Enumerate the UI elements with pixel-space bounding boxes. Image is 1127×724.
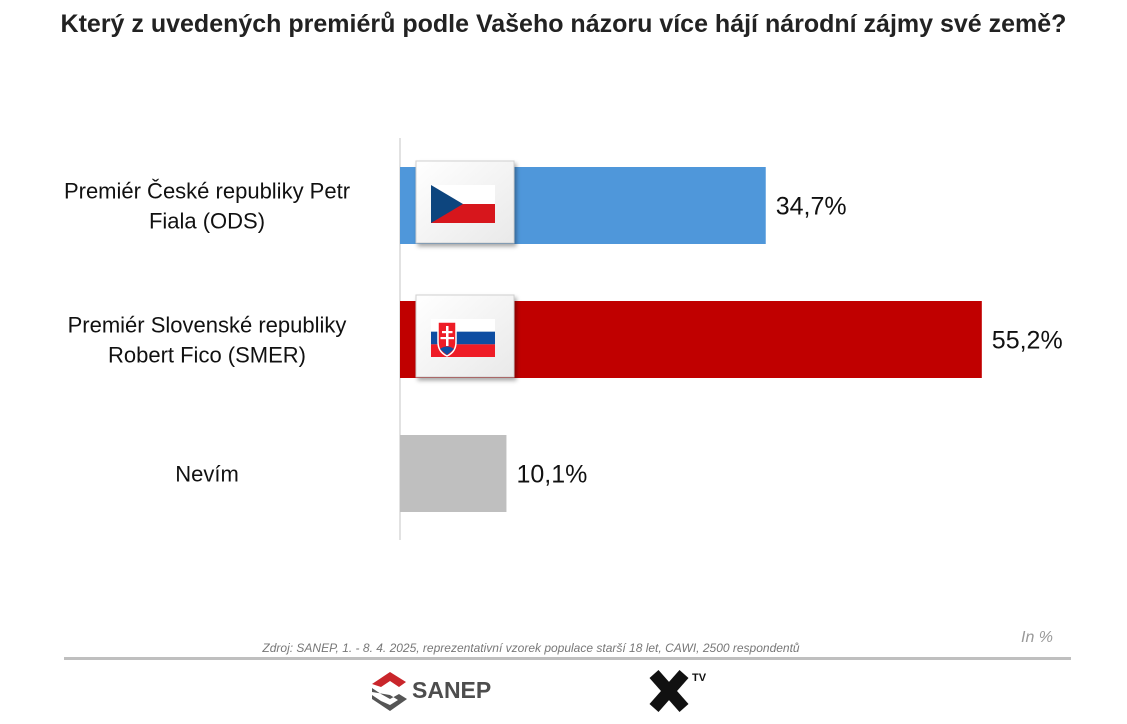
xtv-logo-superscript: TV <box>692 672 707 684</box>
slovak-flag <box>415 294 515 378</box>
sanep-logo-icon <box>372 672 407 711</box>
xtv-logo-icon <box>649 670 689 712</box>
chart-title: Který z uvedených premiérů podle Vašeho … <box>60 10 1067 38</box>
category-label: Nevím <box>175 462 239 487</box>
bars-group: 34,7% Premiér České republiky Petr Fiala (… <box>64 160 1063 512</box>
category-label: Premiér Slovenské republiky Robert Fico (… <box>68 313 347 368</box>
value-label: 55,2% <box>992 327 1063 355</box>
value-label: 10,1% <box>516 461 587 489</box>
sanep-logo-text: SANEP <box>412 677 492 703</box>
category-label: Premiér České republiky Petr Fiala (ODS) <box>64 179 350 234</box>
sanep-logo: SANEP <box>368 668 508 714</box>
czech-flag <box>415 160 515 244</box>
source-note: Zdroj: SANEP, 1. - 8. 4. 2025, reprezent… <box>262 641 800 655</box>
xtv-logo: TV <box>646 668 726 714</box>
footer-divider <box>64 657 1071 660</box>
value-label: 34,7% <box>776 193 847 221</box>
unit-note: In % <box>1021 629 1054 646</box>
bar-chart: 34,7% Premiér České republiky Petr Fiala (… <box>64 138 1063 540</box>
bar <box>400 435 507 512</box>
